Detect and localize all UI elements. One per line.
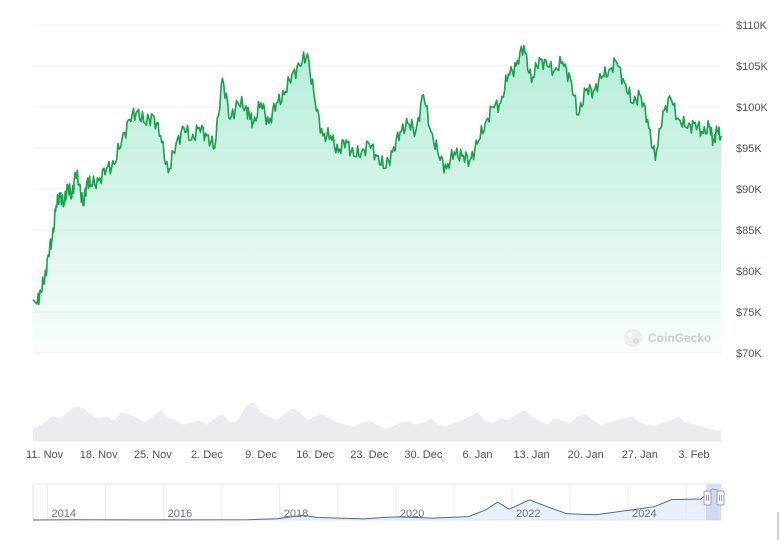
x-tick-label: 6. Jan — [463, 449, 493, 461]
watermark: CoinGecko — [624, 329, 711, 347]
x-tick-label: 11. Nov — [26, 449, 64, 461]
x-tick-label: 18. Nov — [80, 449, 118, 461]
navigator-right-handle[interactable] — [716, 490, 725, 506]
y-tick-label: $70K — [736, 348, 762, 360]
navigator-tick-label: 2016 — [168, 508, 192, 520]
x-axis-ticks: 11. Nov 18. Nov 25. Nov 2. Dec 9. Dec 16. Dec… — [26, 449, 709, 461]
navigator-tick-label: 2024 — [632, 508, 656, 520]
y-tick-label: $100K — [736, 102, 768, 114]
volume-bars — [33, 402, 721, 442]
y-tick-label: $80K — [736, 266, 762, 278]
navigator-tick-label: 2022 — [516, 508, 540, 520]
navigator-area — [33, 489, 719, 520]
y-axis-ticks: $110K $105K $100K $95K $90K $85K $80K $75K $70K — [736, 20, 768, 360]
y-tick-label: $95K — [736, 143, 762, 155]
watermark-text: CoinGecko — [648, 331, 711, 345]
volume-area — [33, 402, 721, 441]
x-tick-label: 13. Jan — [514, 449, 550, 461]
price-area-fill — [33, 45, 721, 353]
x-tick-label: 16. Dec — [296, 449, 334, 461]
x-tick-label: 3. Feb — [678, 449, 709, 461]
y-tick-label: $90K — [736, 184, 762, 196]
price-line[interactable] — [32, 44, 722, 306]
navigator-tick-label: 2020 — [400, 508, 424, 520]
x-tick-label: 9. Dec — [245, 449, 277, 461]
y-tick-label: $75K — [736, 307, 762, 319]
y-tick-label: $105K — [736, 61, 768, 73]
navigator-tick-label: 2018 — [284, 508, 308, 520]
x-tick-label: 25. Nov — [134, 449, 172, 461]
range-navigator[interactable]: 2014 2016 2018 2020 2022 2024 — [32, 483, 725, 521]
navigator-line — [32, 488, 719, 521]
navigator-tick-label: 2014 — [52, 508, 76, 520]
x-tick-label: 23. Dec — [350, 449, 388, 461]
navigator-ticks: 2014 2016 2018 2020 2022 2024 — [52, 508, 657, 520]
x-tick-label: 2. Dec — [191, 449, 223, 461]
x-tick-label: 20. Jan — [568, 449, 604, 461]
x-tick-label: 27. Jan — [622, 449, 658, 461]
y-tick-label: $85K — [736, 225, 762, 237]
coingecko-logo-icon — [624, 329, 642, 347]
navigator-left-handle[interactable] — [703, 490, 712, 506]
x-tick-label: 30. Dec — [404, 449, 442, 461]
y-tick-label: $110K — [736, 20, 768, 32]
